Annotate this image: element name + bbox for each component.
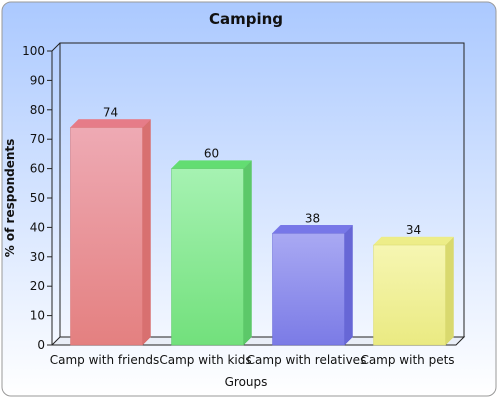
bar-side: [142, 118, 151, 346]
y-tick-label: 20: [30, 279, 45, 293]
y-tick-label: 100: [22, 44, 45, 58]
y-tick-label: 10: [30, 309, 45, 323]
bar-front: [70, 127, 143, 346]
bar-value-label: 60: [204, 147, 219, 161]
y-tick-label: 50: [30, 191, 45, 205]
y-tick-label: 30: [30, 250, 45, 264]
bar-side: [344, 224, 353, 346]
bar: 38: [271, 211, 354, 346]
x-category-label: Camp with pets: [360, 353, 454, 367]
bar: 74: [69, 105, 152, 346]
bar: 60: [170, 147, 253, 346]
x-category-label: Camp with kids: [159, 353, 251, 367]
y-tick-label: 90: [30, 73, 45, 87]
x-category-label: Camp with friends: [50, 353, 159, 367]
y-axis-ticks: 0 10 20 30 40 50 60 70 80 90 100: [22, 44, 52, 352]
bar-top: [372, 236, 455, 246]
bar-side: [243, 159, 252, 346]
y-tick-label: 0: [37, 338, 45, 352]
y-tick-label: 60: [30, 162, 45, 176]
x-category-label: Camp with relatives: [247, 353, 367, 367]
y-axis-label: % of respondents: [3, 139, 17, 258]
y-tick-label: 40: [30, 220, 45, 234]
bar-top: [170, 160, 253, 169]
chart-title: Camping: [209, 10, 283, 28]
x-axis-label: Groups: [225, 375, 268, 389]
bar-value-label: 34: [406, 223, 421, 237]
bar-value-label: 38: [305, 211, 320, 225]
y-axis-depth-line: [51, 42, 61, 52]
bar-front: [373, 244, 446, 346]
bar-top: [271, 225, 354, 234]
bars: 74 60 38 34: [69, 105, 455, 346]
y-tick-label: 80: [30, 103, 45, 117]
bar: 34: [372, 223, 455, 346]
bar-front: [272, 233, 345, 346]
bar-top: [69, 119, 152, 128]
bar-front: [171, 168, 244, 346]
bar-side: [445, 236, 454, 346]
y-tick-label: 70: [30, 132, 45, 146]
bar-value-label: 74: [103, 105, 118, 119]
